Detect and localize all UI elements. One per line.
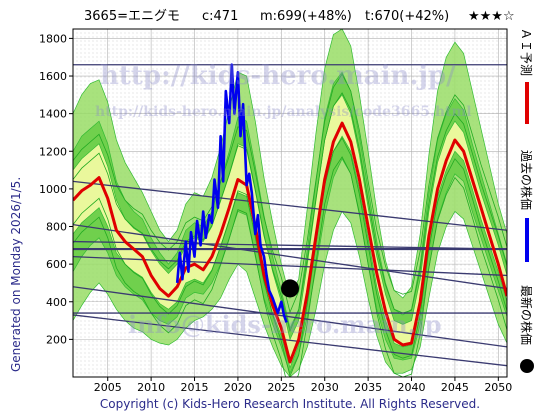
legend-past-label: 過去の株価 bbox=[519, 150, 534, 210]
ticker-label: 3665=エニグモ bbox=[84, 9, 180, 24]
x-tick-label: 2045 bbox=[441, 381, 469, 394]
trendline-6 bbox=[73, 314, 507, 367]
axes: 2005 2010 2015 2020 2025 2030 2035 2040 2045 2050… bbox=[39, 32, 512, 394]
plot-content bbox=[73, 29, 507, 377]
y-tick-label: 1400 bbox=[39, 108, 67, 121]
legend-ai-label: ＡＩ予測 bbox=[519, 28, 533, 76]
rating-stars: ★★★☆ bbox=[468, 9, 515, 24]
x-tick-label: 2035 bbox=[354, 381, 382, 394]
envelope-line-1 bbox=[73, 137, 507, 377]
x-tick-label: 2015 bbox=[181, 381, 209, 394]
y-tick-label: 800 bbox=[46, 221, 67, 234]
x-tick-label: 2010 bbox=[137, 381, 165, 394]
x-tick-label: 2030 bbox=[311, 381, 339, 394]
legend: ＡＩ予測 過去の株価 最新の株価 bbox=[519, 28, 534, 373]
series-past-line bbox=[175, 63, 288, 323]
envelope-line-0 bbox=[73, 156, 507, 377]
trendline-2 bbox=[73, 240, 507, 250]
copyright-footer: Copyright (c) Kids-Hero Research Institu… bbox=[100, 397, 480, 411]
x-tick-label: 2040 bbox=[398, 381, 426, 394]
y-tick-label: 1800 bbox=[39, 32, 67, 45]
x-tick-label: 2020 bbox=[224, 381, 252, 394]
y-tick-label: 1600 bbox=[39, 70, 67, 83]
legend-latest-label: 最新の株価 bbox=[519, 285, 534, 345]
trendline-0 bbox=[73, 180, 507, 231]
plot-frame bbox=[72, 28, 508, 378]
series-ai-line bbox=[73, 121, 507, 364]
x-tick-label: 2005 bbox=[94, 381, 122, 394]
envelope-line-2 bbox=[73, 92, 507, 333]
watermark-url: http://kids-hero.main.jp/ bbox=[100, 61, 456, 91]
latest-price-point bbox=[281, 279, 299, 298]
envelope-line-3 bbox=[73, 73, 507, 314]
legend-latest-dot bbox=[520, 359, 534, 373]
watermark-email: info@kids-hero.main.jp bbox=[128, 310, 442, 339]
trendline-5 bbox=[73, 286, 507, 348]
x-tick-label: 2025 bbox=[267, 381, 295, 394]
y-tick-label: 1000 bbox=[39, 183, 67, 196]
watermark-page: http://kids-hero.main.jp/analysis/code36… bbox=[95, 104, 472, 120]
x-tick-label: 2050 bbox=[484, 381, 512, 394]
y-tick-label: 200 bbox=[46, 333, 67, 346]
y-tick-label: 1200 bbox=[39, 145, 67, 158]
trendline-1 bbox=[73, 223, 507, 290]
target-price-label: t:670(+42%) bbox=[365, 9, 449, 24]
y-tick-label: 400 bbox=[46, 296, 67, 309]
generated-date-label: Generated on Monday 2026/1/5. bbox=[9, 177, 23, 372]
model-price-label: m:699(+48%) bbox=[260, 9, 352, 24]
current-price-label: c:471 bbox=[202, 9, 238, 24]
y-tick-label: 600 bbox=[46, 258, 67, 271]
